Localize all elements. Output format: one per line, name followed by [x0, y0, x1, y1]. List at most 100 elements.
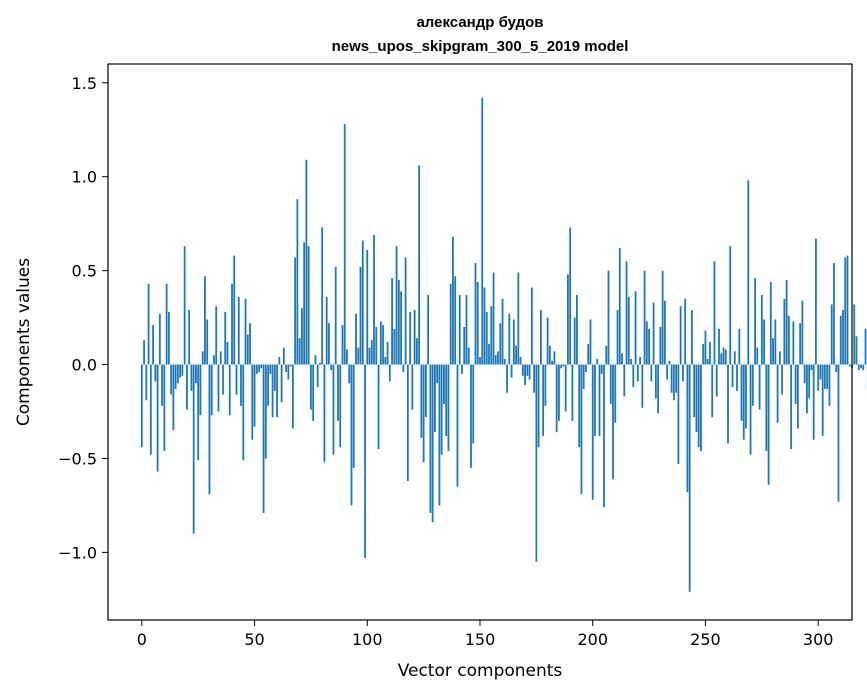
- bar-86: [334, 266, 337, 365]
- bar-195: [580, 364, 583, 495]
- bar-250: [704, 330, 707, 365]
- bar-87: [337, 364, 339, 421]
- bar-225: [648, 328, 650, 365]
- bar-123: [418, 165, 421, 365]
- bar-222: [641, 364, 644, 408]
- bar-274: [758, 364, 761, 410]
- bar-10: [163, 364, 166, 451]
- bar-129: [431, 364, 434, 523]
- bar-45: [242, 364, 245, 461]
- bar-292: [799, 323, 802, 365]
- bar-312: [844, 257, 847, 365]
- bar-13: [170, 364, 173, 395]
- bar-171: [526, 364, 529, 376]
- bar-232: [663, 300, 666, 365]
- y-axis-label: Components values: [14, 258, 34, 426]
- bar-110: [388, 364, 391, 382]
- bar-262: [731, 364, 734, 388]
- bar-42: [235, 364, 238, 395]
- bar-247: [697, 364, 700, 448]
- bar-294: [803, 364, 806, 384]
- bar-159: [499, 323, 502, 365]
- bar-213: [621, 353, 623, 365]
- bar-229: [657, 364, 660, 414]
- bar-177: [539, 310, 542, 365]
- bar-235: [670, 364, 673, 393]
- bar-186: [560, 364, 563, 369]
- bar-241: [684, 298, 687, 365]
- bar-90: [343, 124, 346, 365]
- y-tick-label: 1.5: [72, 74, 97, 93]
- bar-32: [213, 355, 215, 365]
- bar-305: [828, 364, 831, 406]
- bar-119: [409, 311, 412, 365]
- bar-299: [815, 238, 817, 365]
- bar-181: [548, 345, 551, 365]
- x-tick-label: 250: [690, 630, 721, 649]
- bar-319: [860, 364, 862, 369]
- bar-77: [314, 355, 317, 365]
- bar-298: [812, 364, 815, 440]
- bar-165: [512, 319, 515, 365]
- bar-259: [724, 349, 727, 365]
- y-axis-ticks: −1.0 −0.5 0.0 0.5 1.0 1.5: [58, 74, 108, 562]
- bar-162: [506, 364, 508, 393]
- bar-97: [359, 266, 362, 365]
- bar-100: [366, 249, 369, 365]
- bar-190: [569, 227, 572, 365]
- bar-24: [195, 364, 197, 384]
- bar-188: [564, 364, 567, 412]
- bar-156: [492, 272, 495, 365]
- bar-112: [393, 328, 396, 365]
- bar-27: [201, 351, 204, 365]
- bar-88: [339, 364, 342, 448]
- y-tick-label: −0.5: [58, 449, 97, 468]
- bar-23: [192, 364, 195, 534]
- bar-12: [167, 311, 170, 365]
- bar-284: [781, 364, 784, 395]
- bar-54: [262, 364, 265, 513]
- bar-91: [346, 349, 348, 365]
- bar-227: [652, 302, 655, 365]
- bar-200: [591, 364, 594, 500]
- bar-9: [161, 364, 164, 406]
- bar-148: [474, 263, 477, 365]
- bar-94: [352, 364, 355, 468]
- bar-265: [738, 328, 741, 365]
- bar-276: [763, 319, 765, 365]
- bar-61: [278, 357, 281, 365]
- bar-43: [237, 296, 240, 365]
- bar-293: [801, 300, 804, 365]
- bar-39: [228, 364, 231, 416]
- bar-211: [616, 310, 619, 365]
- bar-288: [790, 364, 793, 450]
- bar-71: [300, 308, 303, 365]
- bar-168: [519, 357, 522, 365]
- bar-95: [355, 313, 357, 365]
- bar-108: [384, 357, 387, 365]
- bar-167: [517, 272, 520, 365]
- bar-280: [772, 338, 774, 365]
- bar-174: [533, 364, 536, 393]
- bar-291: [796, 364, 799, 429]
- bar-30: [208, 364, 211, 495]
- bar-285: [783, 298, 786, 365]
- bar-128: [429, 364, 432, 513]
- x-axis-label: Vector components: [398, 661, 563, 681]
- y-tick-label: 0.5: [72, 262, 97, 281]
- bar-58: [271, 364, 274, 418]
- bar-101: [368, 347, 371, 365]
- bar-109: [386, 342, 389, 365]
- bar-261: [729, 246, 732, 365]
- bar-189: [567, 274, 569, 365]
- bar-73: [305, 159, 308, 365]
- bar-66: [289, 364, 292, 367]
- bar-194: [578, 364, 581, 448]
- bar-192: [573, 317, 576, 365]
- bar-125: [422, 364, 425, 463]
- bar-89: [341, 325, 344, 365]
- y-tick-label: −1.0: [58, 543, 97, 562]
- bar-55: [264, 364, 267, 459]
- bar-273: [756, 347, 759, 365]
- bar-209: [612, 364, 614, 480]
